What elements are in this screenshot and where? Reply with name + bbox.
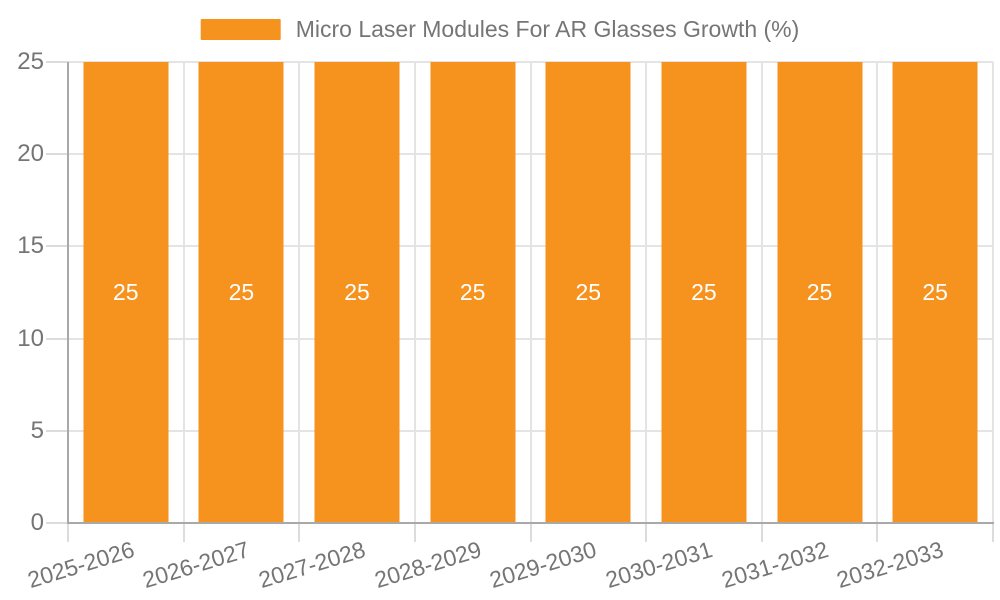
bar-value-label: 25 bbox=[113, 279, 139, 305]
bar-value-label: 25 bbox=[459, 279, 486, 305]
y-axis-tick-mark bbox=[46, 522, 68, 524]
x-axis-tick-label: 2026-2027 bbox=[139, 536, 253, 594]
gridline-vertical bbox=[182, 62, 185, 523]
y-axis-line bbox=[67, 62, 69, 523]
x-axis-tick-mark bbox=[645, 523, 648, 542]
gridline-vertical bbox=[645, 62, 648, 523]
x-axis-tick-mark bbox=[529, 523, 532, 542]
bar[interactable]: 25 bbox=[892, 62, 978, 523]
bar[interactable]: 25 bbox=[430, 62, 516, 523]
bar-value-label: 25 bbox=[575, 279, 602, 305]
y-axis-tick-label: 20 bbox=[17, 140, 44, 168]
legend-label: Micro Laser Modules For AR Glasses Growt… bbox=[295, 16, 800, 42]
x-axis-tick-mark bbox=[876, 523, 879, 542]
x-axis-tick-mark bbox=[760, 523, 763, 542]
x-axis-tick-label: 2031-2032 bbox=[718, 536, 831, 594]
gridline-vertical bbox=[992, 62, 994, 523]
x-axis-tick-label: 2029-2030 bbox=[486, 536, 600, 594]
bar-value-label: 25 bbox=[691, 279, 717, 305]
bar[interactable]: 25 bbox=[545, 62, 631, 523]
legend-item[interactable]: Micro Laser Modules For AR Glasses Growt… bbox=[200, 16, 800, 42]
legend-swatch-icon bbox=[200, 18, 281, 40]
y-axis-tick-mark bbox=[46, 61, 68, 63]
x-axis-tick-label: 2027-2028 bbox=[255, 536, 369, 594]
y-axis-tick-mark bbox=[46, 337, 68, 340]
x-axis-tick-mark bbox=[298, 523, 301, 542]
plot-area: 25 25 25 25 25 25 25 25 bbox=[68, 61, 994, 523]
bar-value-label: 25 bbox=[228, 279, 255, 305]
bar[interactable]: 25 bbox=[198, 62, 284, 523]
bar-value-label: 25 bbox=[344, 279, 370, 305]
y-axis-tick-label: 25 bbox=[17, 48, 44, 75]
bar[interactable]: 25 bbox=[83, 62, 169, 523]
gridline-vertical bbox=[413, 62, 416, 523]
bar[interactable]: 25 bbox=[314, 62, 400, 523]
y-axis-tick-label: 5 bbox=[30, 416, 44, 444]
x-axis-tick-label: 2032-2033 bbox=[833, 536, 947, 594]
y-axis-tick-mark bbox=[46, 245, 68, 248]
x-axis-tick-label: 2025-2026 bbox=[24, 536, 138, 594]
x-axis-line bbox=[67, 522, 994, 524]
bar-value-label: 25 bbox=[806, 279, 833, 305]
gridline-vertical bbox=[760, 62, 763, 523]
x-axis-tick-label: 2030-2031 bbox=[602, 536, 716, 594]
x-axis-tick-mark bbox=[67, 523, 69, 542]
gridline-vertical bbox=[529, 62, 532, 523]
gridline-vertical bbox=[298, 62, 301, 523]
gridline-vertical bbox=[876, 62, 879, 523]
x-axis-tick-mark bbox=[182, 523, 185, 542]
x-axis-tick-mark bbox=[992, 523, 994, 542]
y-axis-tick-label: 10 bbox=[17, 324, 44, 352]
y-axis-tick-label: 15 bbox=[17, 232, 44, 260]
y-axis-tick-mark bbox=[46, 429, 68, 432]
x-axis-tick-mark bbox=[413, 523, 416, 542]
x-axis-tick-label: 2028-2029 bbox=[371, 536, 484, 594]
bar[interactable]: 25 bbox=[661, 62, 747, 523]
y-axis-tick-label: 0 bbox=[30, 509, 44, 536]
bar[interactable]: 25 bbox=[777, 62, 863, 523]
y-axis-tick-mark bbox=[46, 153, 68, 156]
bar-value-label: 25 bbox=[922, 279, 948, 305]
